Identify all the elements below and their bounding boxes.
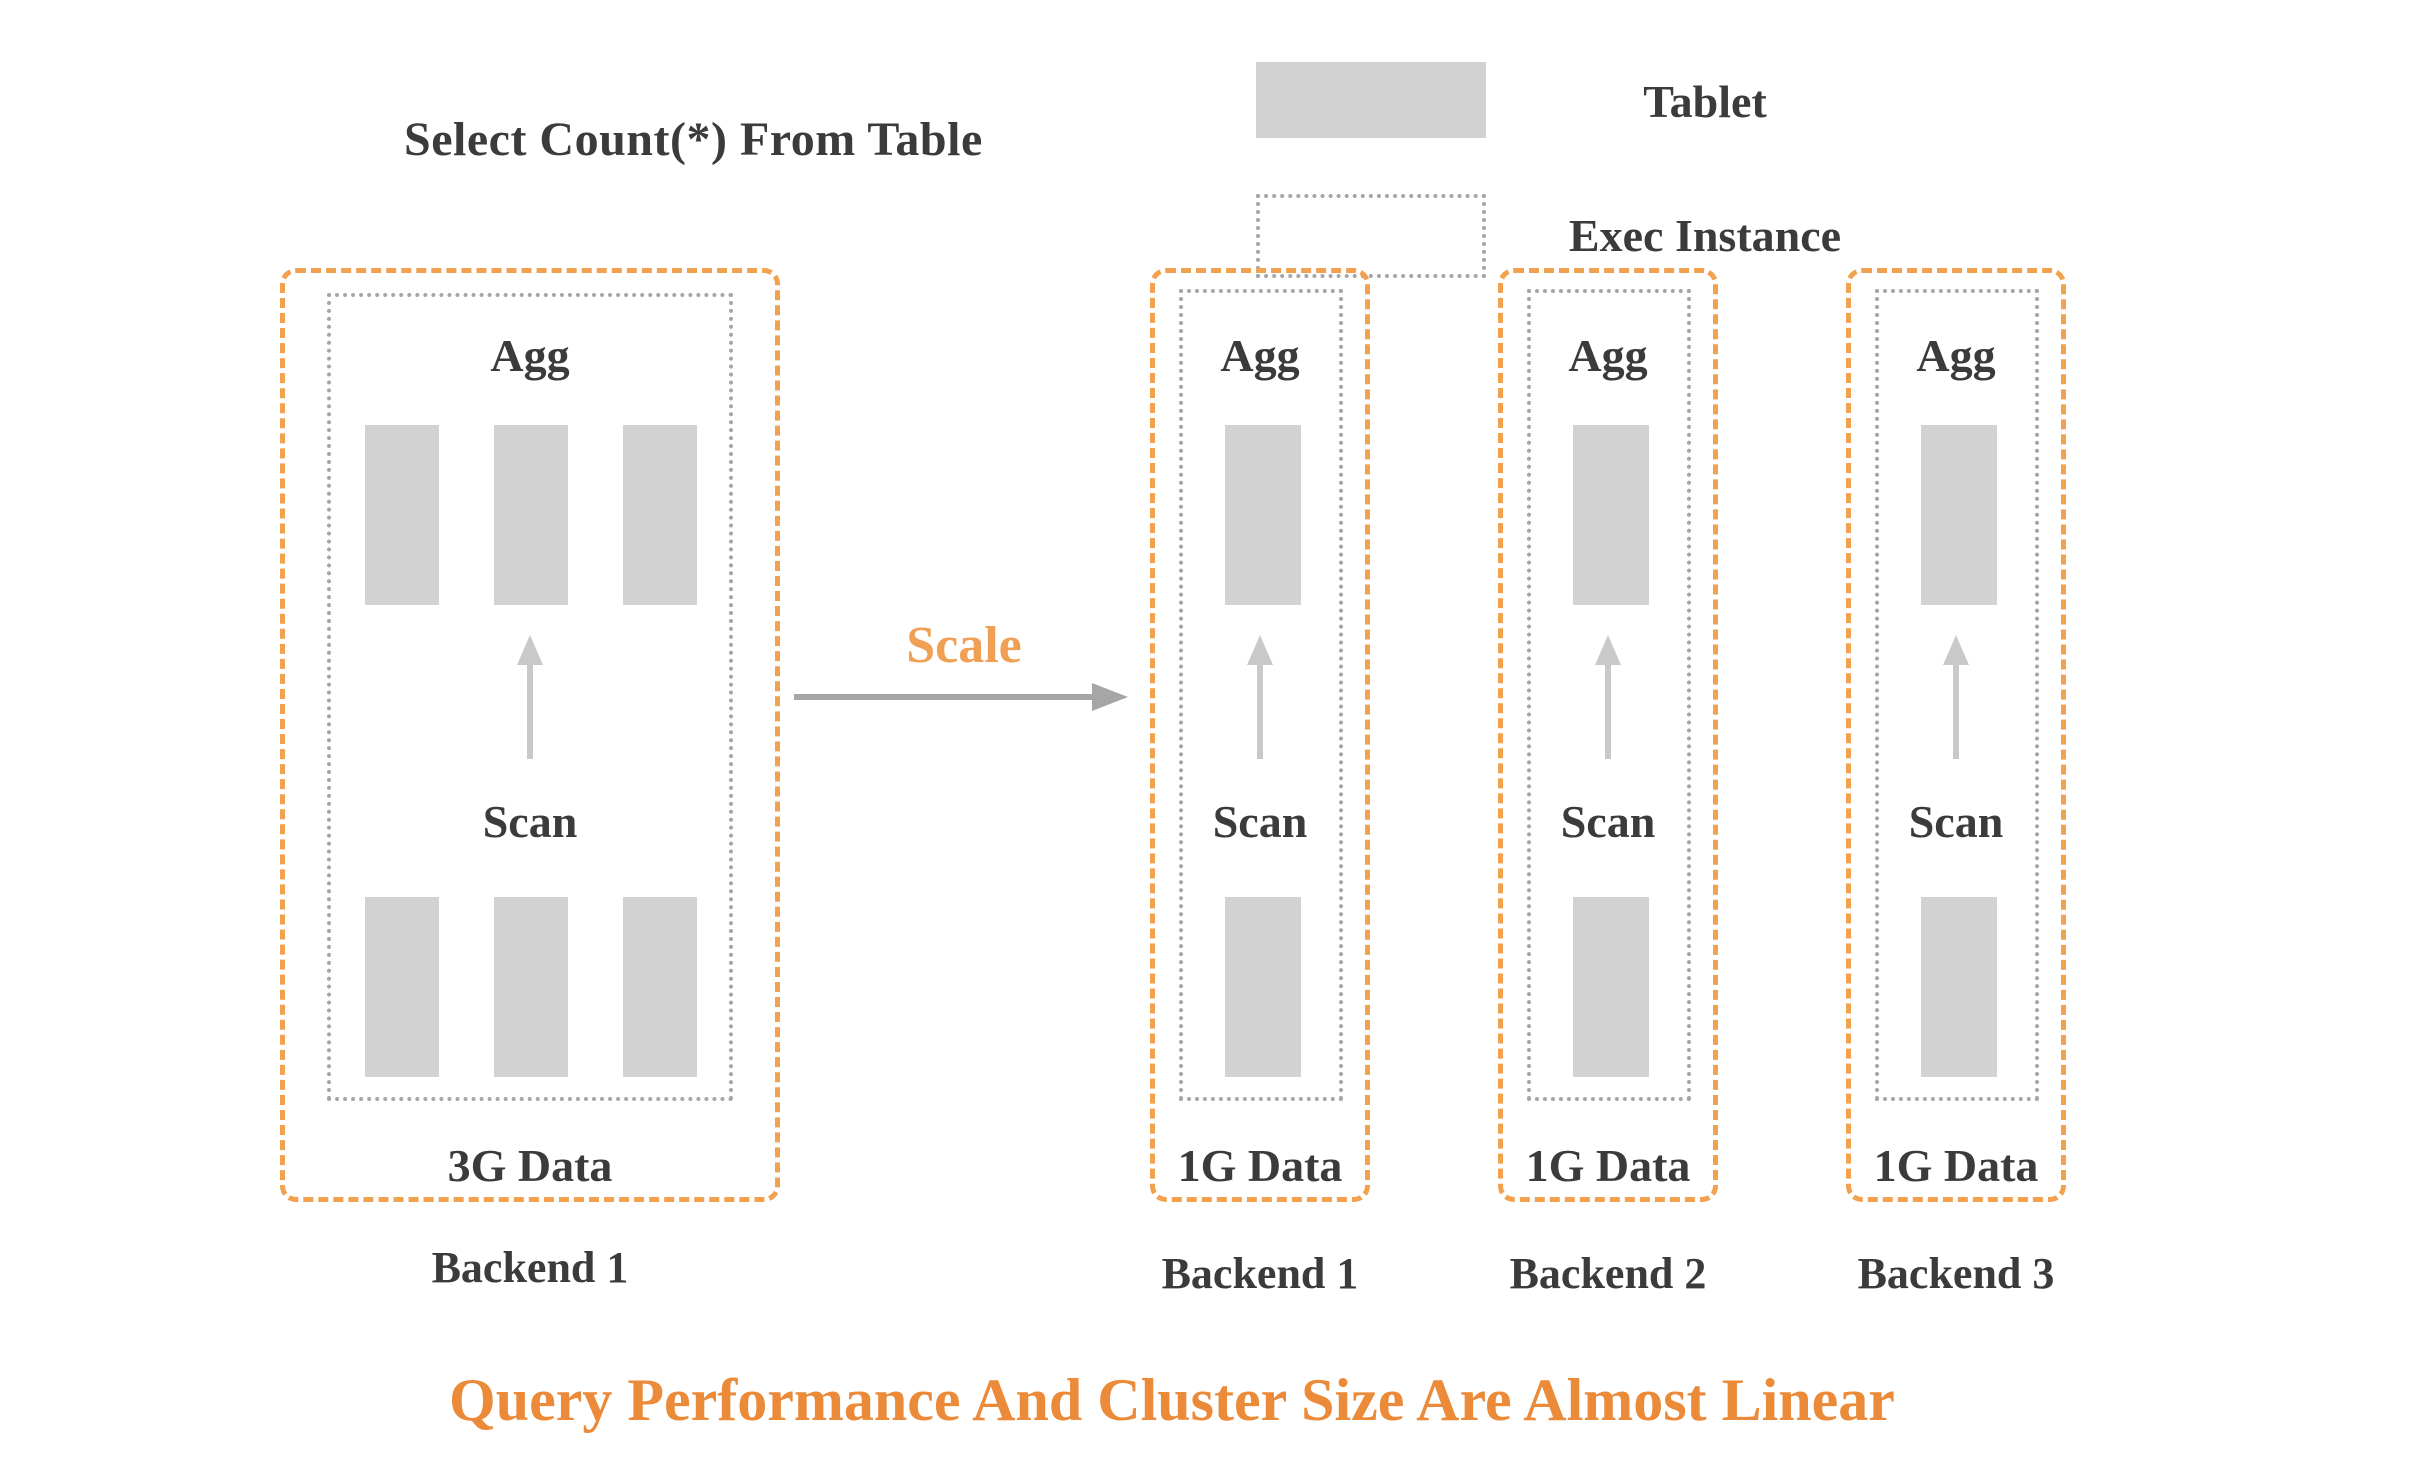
exec-instance-legend-swatch	[1256, 194, 1486, 278]
tablet-bar	[494, 897, 568, 1077]
data-size-label: 1G Data	[1525, 1140, 1691, 1191]
scan-label: Scan	[1560, 796, 1656, 847]
data-size-label: 3G Data	[447, 1140, 613, 1191]
tablet-bar	[494, 425, 568, 605]
up-arrow-icon	[517, 635, 543, 759]
agg-label: Agg	[1568, 330, 1648, 381]
page-title: Select Count(*) From Table	[404, 113, 983, 166]
tablet-bar	[1921, 425, 1997, 605]
backend-box-3: Agg Scan 1G Data	[1846, 268, 2066, 1202]
tablet-bar	[1573, 425, 1649, 605]
agg-label: Agg	[490, 330, 570, 381]
agg-label: Agg	[1220, 330, 1300, 381]
data-size-label: 1G Data	[1177, 1140, 1343, 1191]
exec-instance-border	[327, 293, 733, 1101]
tablet-bar	[1225, 425, 1301, 605]
exec-instance-border	[1875, 289, 2039, 1101]
backend-label: Backend 1	[1161, 1249, 1359, 1298]
backend-label: Backend 2	[1509, 1249, 1707, 1298]
scale-label: Scale	[906, 617, 1022, 674]
tablet-bar	[1921, 897, 1997, 1077]
data-size-label: 1G Data	[1873, 1140, 2039, 1191]
tablet-bar	[623, 897, 697, 1077]
exec-instance-border	[1527, 289, 1691, 1101]
footer-title: Query Performance And Cluster Size Are A…	[449, 1367, 1895, 1433]
backend-box-large: Agg Scan 3G Data	[280, 268, 780, 1202]
scale-arrow-icon	[794, 683, 1128, 711]
scan-label: Scan	[1908, 796, 2004, 847]
exec-instance-border	[1179, 289, 1343, 1101]
backend-label: Backend 3	[1857, 1249, 2055, 1298]
scan-label: Scan	[482, 796, 578, 847]
tablet-bar	[623, 425, 697, 605]
tablet-bar	[365, 897, 439, 1077]
up-arrow-icon	[1247, 635, 1273, 759]
tablet-bar	[1573, 897, 1649, 1077]
agg-label: Agg	[1916, 330, 1996, 381]
tablet-legend-swatch	[1256, 62, 1486, 138]
backend-label: Backend 1	[431, 1243, 629, 1292]
backend-box-1: Agg Scan 1G Data	[1150, 268, 1370, 1202]
up-arrow-icon	[1595, 635, 1621, 759]
exec-instance-legend-label: Exec Instance	[1568, 210, 1842, 261]
tablet-bar	[1225, 897, 1301, 1077]
tablet-bar	[365, 425, 439, 605]
up-arrow-icon	[1943, 635, 1969, 759]
backend-box-2: Agg Scan 1G Data	[1498, 268, 1718, 1202]
tablet-legend-label: Tablet	[1643, 76, 1767, 127]
scan-label: Scan	[1212, 796, 1308, 847]
